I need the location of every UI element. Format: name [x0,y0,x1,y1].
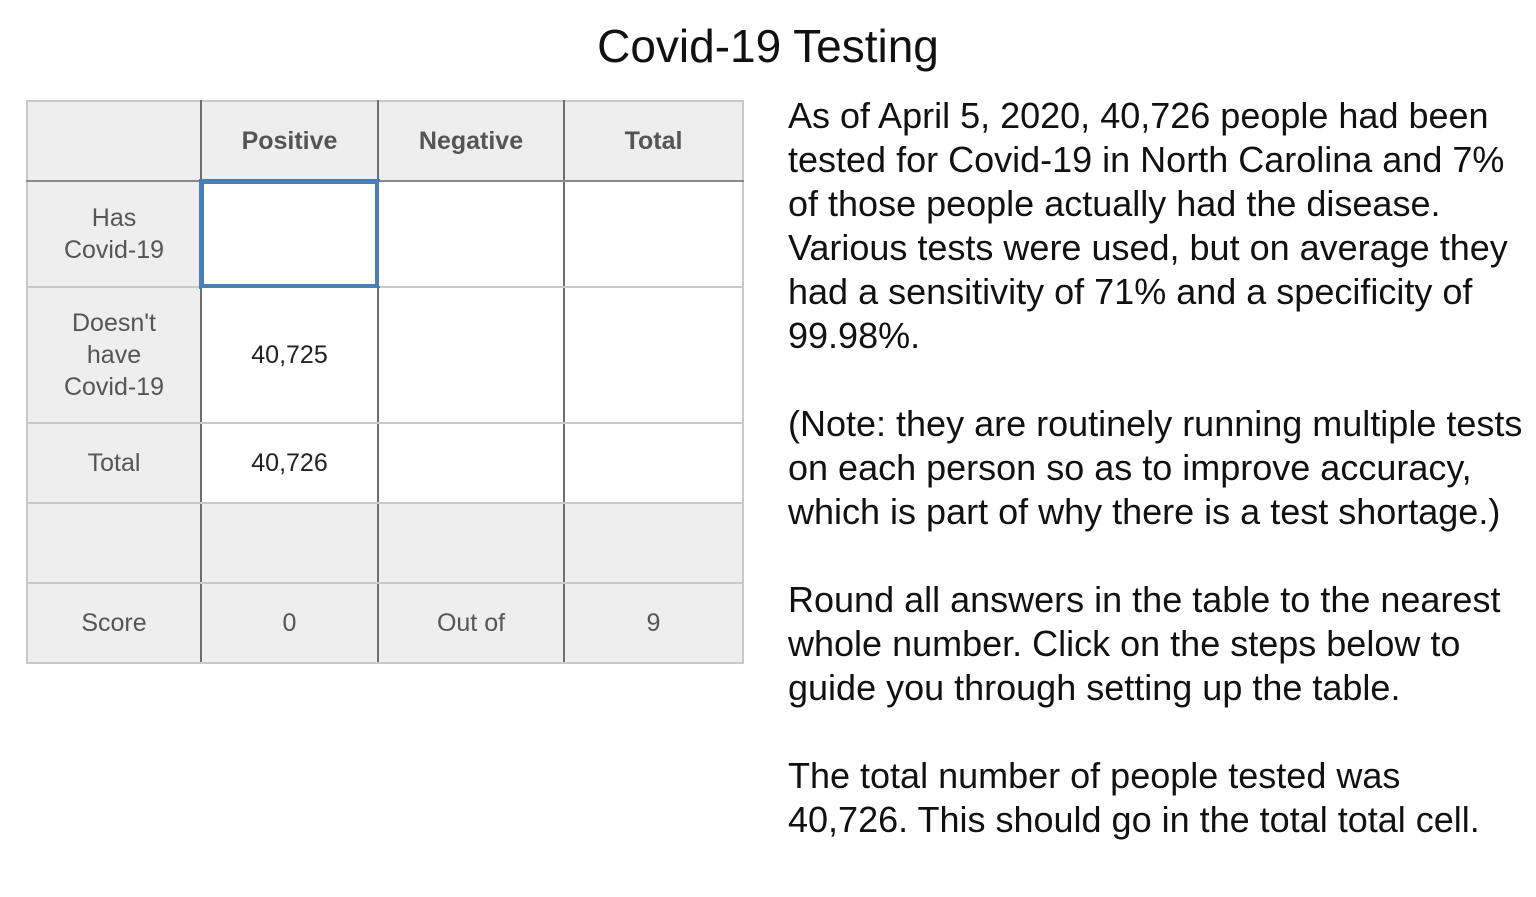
total-positive-input[interactable] [202,424,377,502]
cell-has-total[interactable] [563,180,744,288]
blank-cell [563,502,744,584]
blank-cell [377,502,565,584]
header-negative: Negative [377,100,565,182]
row-label-total: Total [26,422,202,504]
cell-doesnt-negative[interactable] [377,286,565,424]
cell-total-positive[interactable] [200,422,379,504]
header-corner [26,100,202,182]
instructions-panel: As of April 5, 2020, 40,726 people had b… [788,94,1528,886]
has-negative-input[interactable] [379,182,563,286]
page-title: Covid-19 Testing [597,20,939,72]
doesnt-negative-input[interactable] [379,288,563,422]
cell-has-negative[interactable] [377,180,565,288]
doesnt-total-input[interactable] [565,288,742,422]
instruction-paragraph: (Note: they are routinely running multip… [788,403,1533,532]
row-label-text: Doesn't have Covid-19 [63,309,165,401]
has-total-input[interactable] [565,182,742,286]
cell-doesnt-total[interactable] [563,286,744,424]
header-total: Total [563,100,744,182]
instruction-paragraph: As of April 5, 2020, 40,726 people had b… [788,95,1518,356]
row-label-text: Total [87,449,141,477]
cell-total-total[interactable] [563,422,744,504]
cell-has-positive[interactable] [199,179,380,289]
header-positive: Positive [200,100,379,182]
has-positive-input[interactable] [202,182,377,286]
total-total-input[interactable] [565,424,742,502]
instruction-paragraph: Round all answers in the table to the ne… [788,579,1511,708]
blank-cell [26,502,202,584]
total-negative-input[interactable] [379,424,563,502]
row-label-has-covid: Has Covid-19 [26,180,202,288]
cell-doesnt-positive[interactable] [200,286,379,424]
row-label-doesnt-have-covid: Doesn't have Covid-19 [26,286,202,424]
doesnt-positive-input[interactable] [202,288,377,422]
score-max: 9 [563,582,744,664]
cell-total-negative[interactable] [377,422,565,504]
score-value: 0 [200,582,379,664]
instruction-step[interactable]: The total number of people tested was 40… [788,755,1480,840]
two-way-table: Positive Negative Total Has Covid-19 Does… [26,100,744,664]
out-of-label: Out of [377,582,565,664]
blank-cell [200,502,379,584]
score-label: Score [26,582,202,664]
row-label-text: Has Covid-19 [63,204,165,264]
